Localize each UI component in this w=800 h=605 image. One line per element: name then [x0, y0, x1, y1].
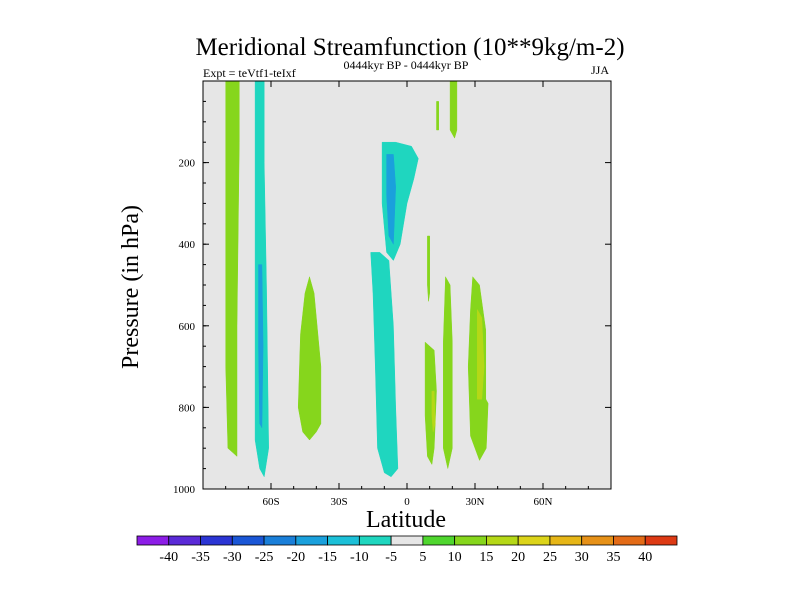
y-axis-ticks: 200 400 600 800 1000	[173, 80, 611, 496]
contour-region-green-12n	[424, 341, 437, 466]
colorbar-swatch	[295, 535, 328, 546]
colorbar-label: 20	[511, 550, 525, 565]
colorbar-label: -25	[255, 550, 274, 565]
x-tick-label: 0	[404, 496, 410, 508]
colorbar-swatch	[644, 535, 678, 546]
x-tick-label: 30S	[330, 496, 347, 508]
contour-region-cyan-38n	[483, 145, 494, 409]
contour-region-green-18n	[443, 275, 453, 469]
x-axis-ticks: 60S 30S 0 30N 60N	[202, 81, 612, 508]
contour-region-yellow-30n	[477, 308, 485, 400]
colorbar-swatch	[390, 535, 424, 546]
contour-region-cyan-45n	[506, 219, 514, 400]
colorbar-label: 35	[606, 550, 620, 565]
season-label: JJA	[591, 63, 609, 77]
colorbar-swatch	[422, 535, 456, 546]
period-label: 0444kyr BP - 0444kyr BP	[344, 58, 469, 72]
colorbar-label: 40	[638, 550, 652, 565]
colorbar-label: -10	[350, 550, 369, 565]
colorbar-swatch	[517, 535, 551, 546]
colorbar-swatch	[136, 535, 170, 546]
colorbar-swatch	[454, 535, 487, 546]
colorbar-label: -35	[191, 550, 210, 565]
colorbar-swatch	[231, 535, 265, 546]
experiment-label: Expt = teVtf1-teIxf	[203, 66, 296, 80]
colorbar-label: -20	[286, 550, 305, 565]
colorbar-label: 15	[479, 550, 493, 565]
chart-title: Meridional Streamfunction (10**9kg/m-2)	[195, 34, 624, 61]
y-tick-label: 200	[179, 158, 196, 170]
x-tick-label: 60N	[534, 496, 553, 508]
colorbar-swatch	[613, 535, 646, 546]
colorbar-swatch	[327, 535, 360, 546]
y-tick-label: 1000	[173, 484, 196, 496]
contour-plot: 60S 30S 0 30N 60N 200 400 600 800 1000	[173, 80, 612, 508]
contour-region-cyan-25s	[350, 145, 369, 261]
contour-regions	[225, 80, 514, 478]
colorbar-label: -15	[318, 550, 337, 565]
colorbar-label: -30	[223, 550, 242, 565]
contour-region-cyan-top-35n	[483, 121, 487, 147]
contour-region-green-top-16n	[449, 80, 458, 139]
x-axis-label: Latitude	[366, 507, 446, 533]
contour-region-cyan-column-eq	[370, 252, 399, 478]
colorbar-swatch	[581, 535, 614, 546]
contour-region-blue-core-eq	[386, 154, 396, 246]
contour-region-green-top-12n	[436, 101, 439, 131]
x-tick-label: 60S	[262, 496, 279, 508]
colorbar-swatch	[168, 535, 201, 546]
y-tick-label: 600	[179, 321, 196, 333]
colorbar-label: -5	[385, 550, 397, 565]
colorbar: -40 -35 -30 -25 -20 -15 -10 -5 5 10 15 20 25 30 35 40	[136, 535, 678, 565]
contour-region-green-blob-45s	[297, 275, 322, 441]
contour-region-yellow-12n	[431, 390, 436, 432]
y-tick-label: 400	[179, 239, 196, 251]
colorbar-swatch	[200, 535, 233, 546]
colorbar-swatch	[549, 535, 583, 546]
colorbar-label: 5	[419, 550, 426, 565]
y-axis-label: Pressure (in hPa)	[118, 205, 144, 369]
y-tick-label: 800	[179, 402, 196, 414]
contour-region-green-10n	[427, 235, 430, 302]
contour-region-green-band-70s	[225, 80, 240, 457]
colorbar-label: 10	[448, 550, 462, 565]
colorbar-label: -40	[159, 550, 178, 565]
colorbar-label: 30	[575, 550, 589, 565]
contour-region-cyan-5n	[411, 293, 421, 437]
colorbar-swatch	[358, 535, 392, 546]
colorbar-swatch	[486, 535, 519, 546]
x-tick-label: 30N	[466, 496, 485, 508]
colorbar-swatch	[263, 535, 297, 546]
colorbar-label: 25	[543, 550, 557, 565]
contour-region-blue-core-65s	[258, 264, 264, 429]
